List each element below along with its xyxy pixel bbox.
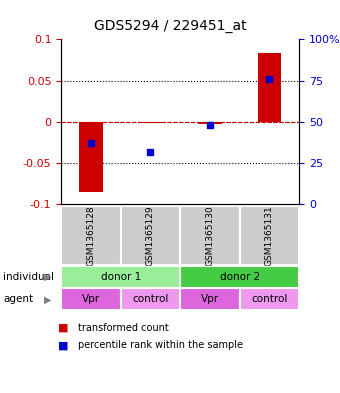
Text: ▶: ▶ xyxy=(44,272,51,282)
Text: ▶: ▶ xyxy=(44,294,51,304)
Text: GSM1365131: GSM1365131 xyxy=(265,206,274,266)
Bar xyxy=(61,206,121,265)
Bar xyxy=(257,53,281,122)
Bar xyxy=(79,122,103,192)
Bar xyxy=(61,288,121,310)
Bar xyxy=(180,206,240,265)
Bar xyxy=(240,206,299,265)
Text: GSM1365128: GSM1365128 xyxy=(86,206,96,266)
Text: donor 2: donor 2 xyxy=(220,272,260,282)
Text: GSM1365130: GSM1365130 xyxy=(205,206,215,266)
Bar xyxy=(198,122,222,124)
Text: GSM1365129: GSM1365129 xyxy=(146,206,155,266)
Text: percentile rank within the sample: percentile rank within the sample xyxy=(78,340,243,351)
Bar xyxy=(138,122,162,123)
Bar xyxy=(121,288,180,310)
Text: Vpr: Vpr xyxy=(82,294,100,304)
Text: Vpr: Vpr xyxy=(201,294,219,304)
Bar xyxy=(61,266,180,288)
Text: ■: ■ xyxy=(58,340,68,351)
Text: donor 1: donor 1 xyxy=(101,272,141,282)
Bar xyxy=(240,288,299,310)
Bar xyxy=(180,288,240,310)
Text: control: control xyxy=(132,294,169,304)
Text: control: control xyxy=(251,294,288,304)
Text: GDS5294 / 229451_at: GDS5294 / 229451_at xyxy=(94,18,246,33)
Text: individual: individual xyxy=(3,272,54,282)
Bar xyxy=(180,266,299,288)
Text: agent: agent xyxy=(3,294,34,304)
Text: transformed count: transformed count xyxy=(78,323,169,333)
Bar xyxy=(121,206,180,265)
Text: ■: ■ xyxy=(58,323,68,333)
